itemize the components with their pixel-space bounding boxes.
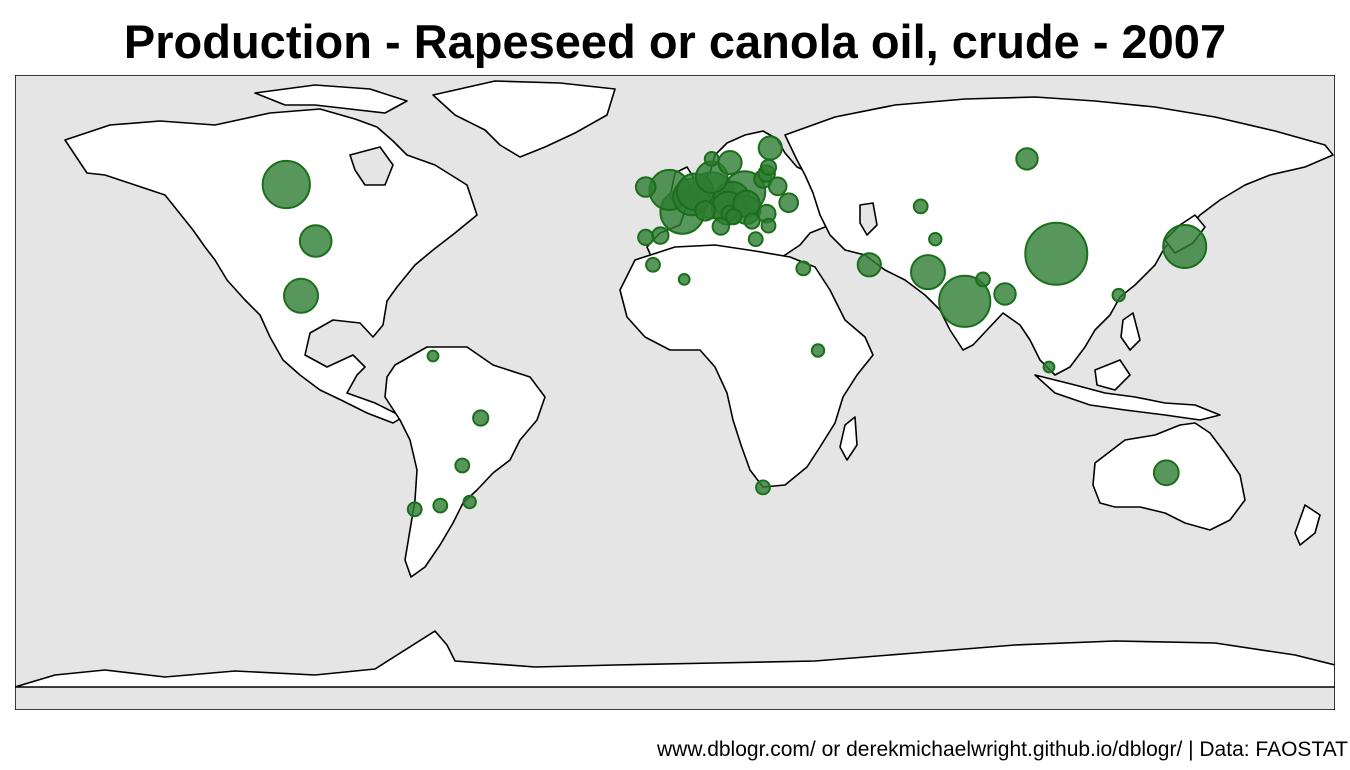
bubble-ireland: [634, 176, 657, 198]
world-map: [15, 75, 1335, 710]
bubble-india: [938, 274, 992, 328]
bubble-japan: [1162, 224, 1208, 269]
bubble-bangladesh: [993, 282, 1017, 306]
bubble-ethiopia: [810, 343, 826, 358]
bubble-ukraine: [778, 192, 800, 213]
new-zealand: [1294, 504, 1321, 546]
bubble-belarus: [767, 176, 788, 197]
bubble-mexico: [283, 277, 319, 314]
bubble-brazil: [472, 409, 490, 427]
bubble-norway: [703, 151, 720, 167]
bubble-argentina: [432, 497, 449, 514]
bubble-portugal: [637, 228, 655, 246]
greenland-landmass: [432, 80, 616, 158]
bubble-south-africa: [755, 479, 771, 496]
bubble-bulgaria: [760, 217, 777, 234]
bubble-paraguay: [454, 457, 471, 474]
bubble-pakistan: [910, 254, 946, 291]
bubble-morocco: [645, 256, 661, 273]
bubble-algeria: [677, 273, 691, 286]
bubble-iran: [856, 252, 882, 278]
bubble-united-states-of-america: [298, 224, 333, 258]
bubble-russian-federation: [1015, 147, 1039, 171]
bubble-tajikistan: [928, 232, 943, 247]
bubble-nepal: [975, 271, 991, 288]
bubble-chile: [406, 501, 423, 518]
hudson-bay: [349, 146, 394, 186]
source-caption: www.dblogr.com/ or derekmichaelwright.gi…: [657, 738, 1348, 761]
bubble-serbia: [743, 212, 761, 230]
bubble-venezuela: [426, 349, 440, 363]
bubble-malaysia: [1042, 360, 1056, 374]
bubble-estonia: [759, 158, 778, 176]
production-bubbles: [261, 135, 1208, 518]
caspian-sea: [859, 202, 878, 236]
bubble-china: [1024, 221, 1089, 286]
map-title: Production - Rapeseed or canola oil, cru…: [123, 15, 1227, 68]
bubble-uruguay: [462, 494, 477, 510]
bubble-croatia: [725, 208, 743, 226]
philippines: [1120, 312, 1141, 351]
bubble-canada: [261, 159, 311, 210]
bubble-greece: [747, 231, 764, 248]
antarctica-landmass: [15, 630, 1335, 688]
north-america-landmass: [64, 108, 478, 424]
bubble-finland: [757, 135, 783, 161]
bubble-spain: [651, 226, 670, 245]
southeast-asia-islands: [1034, 374, 1221, 421]
bubble-israel: [795, 260, 812, 277]
bubble-australia: [1152, 459, 1180, 487]
madagascar: [839, 416, 858, 461]
borneo: [1094, 359, 1131, 391]
arctic-islands: [254, 84, 408, 114]
bubble-sweden: [717, 150, 743, 176]
bubble-switzerland: [694, 200, 716, 222]
bubble-italy: [711, 217, 730, 236]
bubble-taiwan: [1111, 287, 1126, 303]
bubble-kazakhstan: [912, 198, 929, 215]
